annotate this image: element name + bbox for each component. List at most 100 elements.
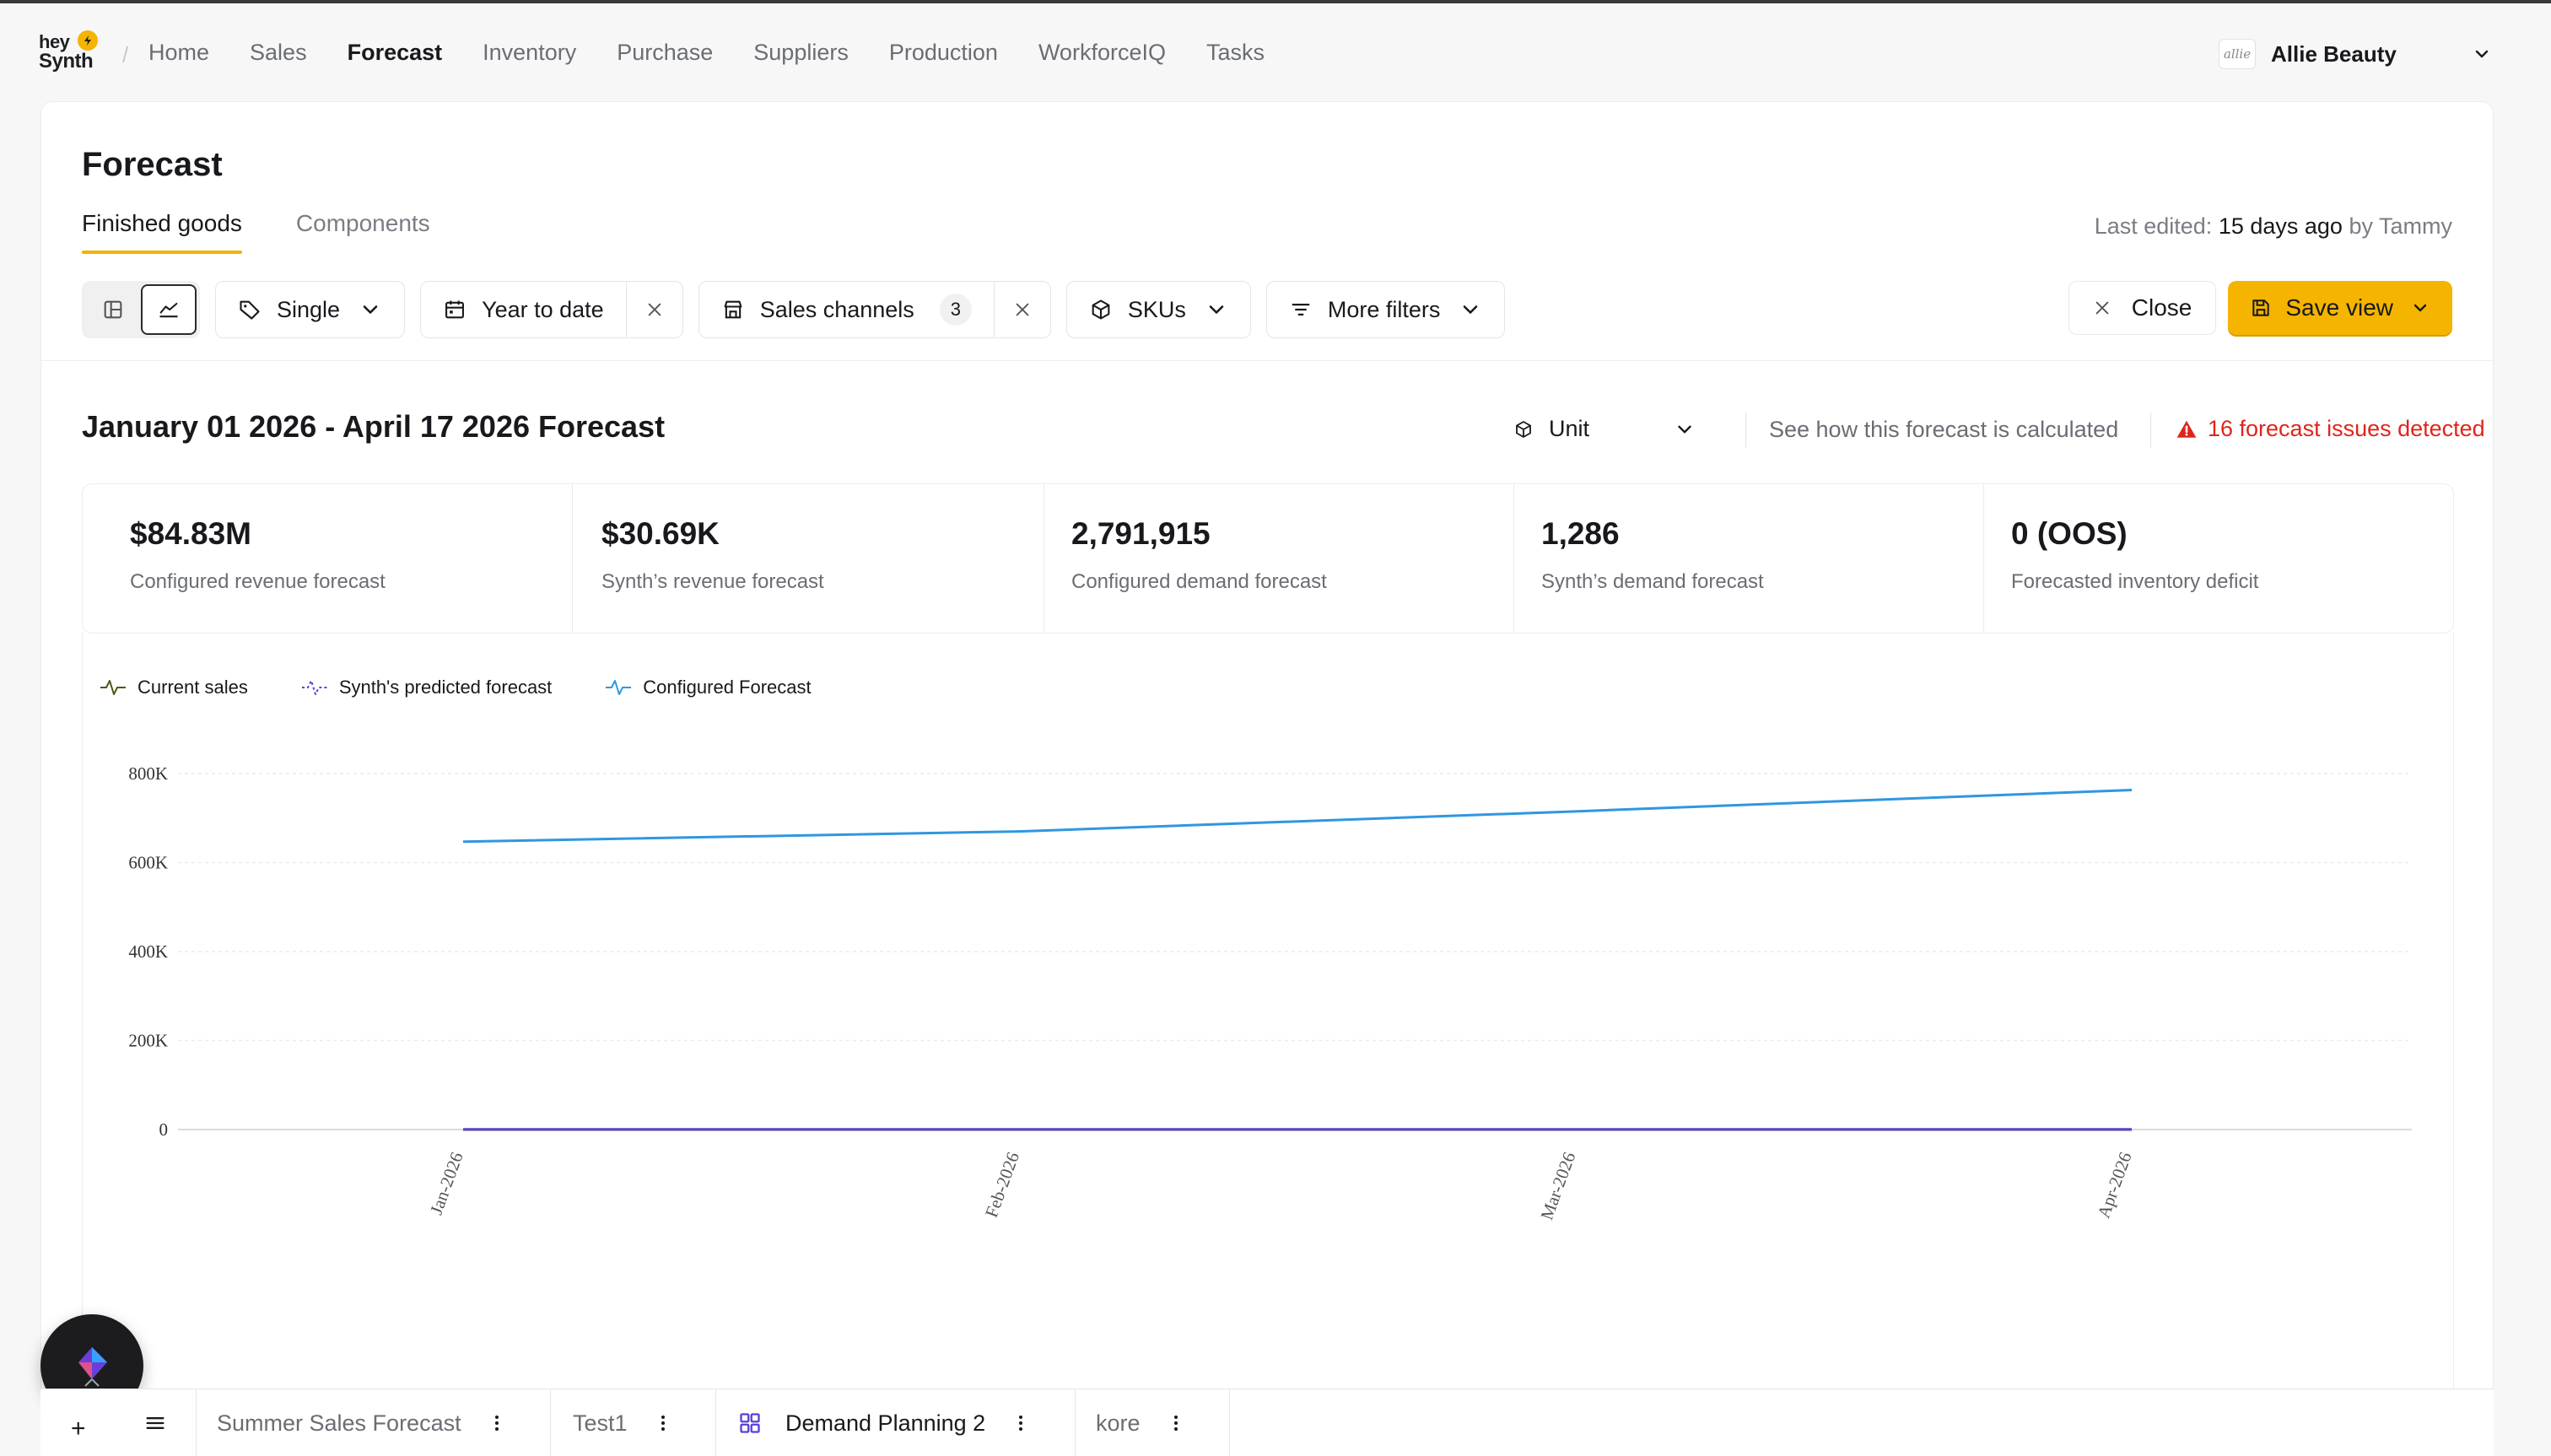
skus-filter-toggle[interactable]: SKUs <box>1067 282 1250 337</box>
close-icon <box>1016 303 1029 316</box>
chevron-down-icon <box>1209 305 1224 314</box>
tab-components[interactable]: Components <box>295 210 430 236</box>
menu-icon[interactable] <box>143 1411 167 1435</box>
kpi-card: 2,791,915 Configured demand forecast <box>1044 484 1513 633</box>
nav-item-purchase[interactable]: Purchase <box>617 40 714 65</box>
bolt-icon <box>78 30 98 51</box>
more-vertical-icon[interactable] <box>487 1413 507 1433</box>
more-filters[interactable]: More filters <box>1265 281 1506 338</box>
kpi-label: Forecasted inventory deficit <box>2011 570 2259 593</box>
warning-triangle-icon <box>2176 420 2197 438</box>
x-tick-label: Jan-2026 <box>426 1150 467 1218</box>
y-tick-label: 600K <box>128 853 168 873</box>
legend-label: Current sales <box>138 677 248 698</box>
view-tab-label: Demand Planning 2 <box>785 1410 986 1436</box>
table-view-button[interactable] <box>85 284 141 335</box>
date-filter-clear-button[interactable] <box>625 282 682 337</box>
nav-item-tasks[interactable]: Tasks <box>1205 40 1265 65</box>
close-button-label: Close <box>2131 294 2192 321</box>
account-logo: allie <box>2219 39 2256 69</box>
single-filter[interactable]: Single <box>215 281 406 338</box>
nav-item-inventory[interactable]: Inventory <box>483 40 577 65</box>
x-tick-label: Mar-2026 <box>1536 1150 1579 1223</box>
line-chart-icon <box>159 302 178 318</box>
sales-channels-label: Sales channels <box>759 296 914 322</box>
main-card: Forecast Finished goods Components Last … <box>40 101 2494 1456</box>
last-edited: Last edited: 15 days ago by Tammy <box>2095 213 2452 240</box>
view-tab-label: Test1 <box>573 1410 628 1436</box>
view-tab-demand-planning-2[interactable]: Demand Planning 2 <box>715 1389 1075 1456</box>
chart-legend: Current sales Synth's predicted forecast… <box>99 676 864 699</box>
forecast-issues-alert[interactable]: 16 forecast issues detected <box>2176 416 2485 442</box>
sales-channels-clear-button[interactable] <box>993 282 1050 337</box>
nav-item-forecast[interactable]: Forecast <box>347 40 443 65</box>
kpi-card: $84.83M Configured revenue forecast <box>83 484 572 633</box>
legend-item-synth-forecast[interactable]: Synth's predicted forecast <box>300 676 552 699</box>
more-vertical-icon[interactable] <box>1166 1413 1186 1433</box>
view-tab-kore[interactable]: kore <box>1075 1389 1230 1456</box>
save-view-button[interactable]: Save view <box>2228 281 2452 335</box>
view-tab-summer-sales-forecast[interactable]: Summer Sales Forecast <box>196 1389 550 1456</box>
close-icon <box>648 303 661 316</box>
top-navigation: hey Synth / Home Sales Forecast Inventor… <box>0 3 2551 101</box>
kpi-value: $84.83M <box>130 516 251 551</box>
series-line <box>462 789 2133 844</box>
single-filter-label: Single <box>277 296 341 322</box>
date-filter-label: Year to date <box>482 296 604 322</box>
nav-items: Home Sales Forecast Inventory Purchase S… <box>148 37 1305 67</box>
nav-item-suppliers[interactable]: Suppliers <box>753 40 849 65</box>
forecast-line-chart: 0 200K 400K 600K 800K Jan-2026 Feb-2026 Mar-202… <box>128 763 2412 1223</box>
legend-item-current-sales[interactable]: Current sales <box>99 676 248 699</box>
more-filters-label: More filters <box>1327 296 1441 322</box>
kpi-value: 0 (OOS) <box>2011 516 2128 551</box>
store-icon <box>724 300 742 319</box>
filter-lines-icon <box>1292 304 1310 315</box>
calendar-icon <box>445 300 465 319</box>
nav-item-workforceiq[interactable]: WorkforceIQ <box>1038 40 1166 65</box>
kpi-row: $84.83M Configured revenue forecast $30.… <box>82 483 2454 634</box>
more-vertical-icon[interactable] <box>653 1413 673 1433</box>
pulse-icon <box>100 680 126 695</box>
unit-select[interactable]: Unit <box>1513 416 1696 442</box>
y-tick-label: 400K <box>128 941 168 962</box>
nav-item-home[interactable]: Home <box>148 40 210 65</box>
heysynth-logo[interactable]: hey Synth <box>39 29 103 76</box>
skus-filter[interactable]: SKUs <box>1065 281 1251 338</box>
pulse-icon <box>606 680 632 695</box>
add-view-button[interactable]: + <box>71 1415 86 1443</box>
save-view-label: Save view <box>2285 294 2393 321</box>
chevron-down-icon <box>1678 425 1691 433</box>
nav-item-sales[interactable]: Sales <box>250 40 307 65</box>
chevron-down-icon <box>1464 305 1478 314</box>
kite-icon <box>78 1347 107 1387</box>
y-tick-label: 200K <box>128 1031 168 1051</box>
tab-finished-goods[interactable]: Finished goods <box>82 210 242 254</box>
y-tick-label: 0 <box>159 1119 169 1140</box>
single-filter-toggle[interactable]: Single <box>216 282 404 337</box>
sales-channels-toggle[interactable]: Sales channels 3 <box>699 282 994 337</box>
legend-item-configured-forecast[interactable]: Configured Forecast <box>604 676 812 699</box>
layout-icon <box>104 300 122 319</box>
x-tick-label: Feb-2026 <box>981 1150 1023 1221</box>
close-button[interactable]: Close <box>2068 281 2217 335</box>
unit-select-value: Unit <box>1549 416 1590 441</box>
more-filters-toggle[interactable]: More filters <box>1267 282 1505 337</box>
chevron-down-icon[interactable] <box>2472 44 2492 64</box>
y-tick-label: 800K <box>128 763 168 784</box>
tabs: Finished goods Components <box>82 210 484 254</box>
account-switcher[interactable]: allie Allie Beauty <box>2219 37 2489 71</box>
kpi-value: 2,791,915 <box>1071 516 1211 551</box>
view-tab-test1[interactable]: Test1 <box>550 1389 715 1456</box>
date-filter-toggle[interactable]: Year to date <box>421 282 626 337</box>
header-separator <box>1745 413 1746 448</box>
last-edited-prefix: Last edited: <box>2094 213 2213 239</box>
view-toggle <box>82 281 200 338</box>
sales-channels-filter: Sales channels 3 <box>698 281 1051 338</box>
chart-view-button[interactable] <box>141 284 197 335</box>
forecast-issues-label: 16 forecast issues detected <box>2208 416 2485 441</box>
more-vertical-icon[interactable] <box>1011 1413 1031 1433</box>
forecast-calculation-link[interactable]: See how this forecast is calculated <box>1769 417 2119 442</box>
grid-icon <box>740 1413 760 1433</box>
logo-text-top: hey <box>39 31 70 52</box>
nav-item-production[interactable]: Production <box>888 40 998 65</box>
